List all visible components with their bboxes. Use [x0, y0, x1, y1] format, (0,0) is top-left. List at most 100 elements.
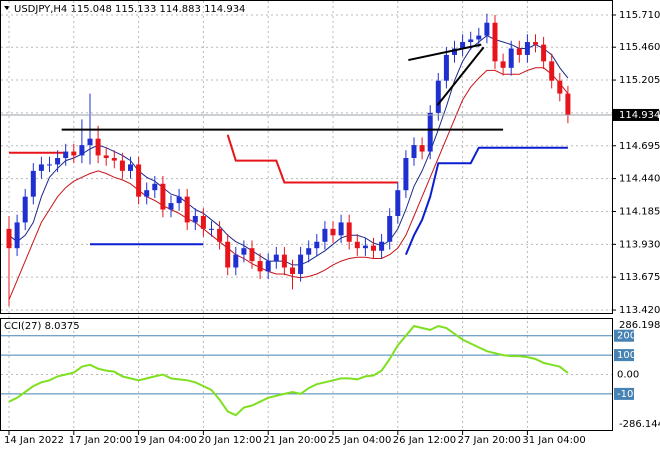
- indicator-line: [8, 67, 569, 300]
- candle-body: [500, 61, 506, 68]
- candle-body: [95, 138, 101, 156]
- candle-body: [217, 228, 223, 242]
- candle-body: [176, 196, 182, 204]
- y-tick-label: 114.185: [619, 206, 660, 217]
- y-tick-label: 100: [617, 350, 636, 361]
- candle-body: [184, 196, 190, 223]
- candle-body: [290, 267, 295, 274]
- candle-body: [87, 138, 93, 146]
- candle-body: [387, 215, 393, 242]
- candle-body: [379, 241, 385, 251]
- candle-body: [322, 228, 328, 242]
- level-tag: [614, 329, 634, 342]
- candle-body: [362, 245, 368, 249]
- candle-body: [468, 39, 474, 43]
- candle-body: [144, 190, 150, 197]
- price-tag: [613, 108, 659, 121]
- y-limit-label: 286.1983: [619, 320, 660, 331]
- candle-body: [160, 183, 166, 210]
- candle-body: [403, 158, 409, 191]
- candle-body: [103, 155, 109, 158]
- candle-body: [71, 151, 77, 156]
- y-limit-label: -286.1448: [619, 419, 660, 430]
- indicator-line: [90, 146, 568, 255]
- candle-body: [79, 145, 85, 156]
- y-tick-label: 115.710: [619, 10, 660, 21]
- cci-pane: [0, 318, 613, 431]
- candle-body: [38, 164, 44, 171]
- candle-body: [128, 164, 133, 171]
- y-tick-label: 115.205: [619, 75, 660, 86]
- candle-body: [6, 228, 12, 249]
- candle-body: [152, 183, 158, 191]
- candle-body: [136, 164, 142, 197]
- candle-body: [55, 158, 61, 165]
- x-tick-label: 25 Jan 04:00: [328, 435, 391, 446]
- candle-body: [354, 241, 360, 249]
- indicator-line: [9, 134, 398, 184]
- candle-body: [346, 222, 352, 242]
- x-tick-label: 21 Jan 20:00: [263, 435, 326, 446]
- level-tag: [614, 387, 634, 400]
- candle-body: [492, 22, 498, 62]
- candle-body: [63, 151, 69, 158]
- candle-body: [565, 93, 571, 116]
- candle-body: [452, 48, 457, 55]
- candle-body: [508, 48, 514, 68]
- main-pane: [0, 0, 613, 314]
- candle-body: [533, 42, 538, 45]
- x-tick-label: 19 Jan 04:00: [134, 435, 197, 446]
- candle-body: [541, 44, 547, 62]
- indicator-line: [8, 35, 569, 266]
- x-tick-label: 26 Jan 12:00: [393, 435, 456, 446]
- candle-body: [30, 170, 36, 197]
- y-tick-label: 113.930: [619, 239, 660, 250]
- candle-body: [168, 203, 174, 210]
- candle-body: [281, 254, 287, 268]
- candle-body: [460, 42, 466, 49]
- x-tick-label: 20 Jan 12:00: [198, 435, 261, 446]
- candle-body: [233, 254, 239, 268]
- candle-body: [119, 160, 125, 171]
- cci-line: [8, 324, 569, 417]
- candle-body: [484, 22, 490, 36]
- candle-body: [273, 254, 279, 262]
- candle-body: [111, 158, 117, 161]
- candle-body: [338, 222, 344, 236]
- trend-line: [436, 46, 485, 106]
- y-tick-label: 200: [617, 331, 636, 342]
- candle-body: [200, 215, 206, 229]
- candle-body: [241, 248, 247, 255]
- y-tick-label: -100: [617, 389, 640, 400]
- cci-title: CCI(27) 8.0375: [4, 321, 80, 332]
- y-tick-label: 113.675: [619, 272, 660, 283]
- x-tick-label: 27 Jan 20:00: [458, 435, 521, 446]
- y-tick-label: 114.440: [619, 174, 660, 185]
- candle-body: [443, 54, 449, 81]
- candle-body: [314, 241, 320, 249]
- candle-body: [419, 145, 425, 152]
- candle-body: [330, 228, 336, 236]
- candle-body: [47, 164, 52, 166]
- candle-body: [225, 241, 231, 268]
- x-tick-label: 14 Jan 2022: [4, 435, 64, 446]
- x-tick-label: 17 Jan 20:00: [69, 435, 132, 446]
- chart-title: USDJPY,H4 115.048 115.133 114.883 114.93…: [14, 4, 245, 15]
- y-tick-label: 114.695: [619, 141, 660, 152]
- x-tick-label: 31 Jan 04:00: [522, 435, 585, 446]
- candle-body: [209, 228, 214, 230]
- y-tick-label: 0.00: [617, 370, 639, 381]
- trend-line: [408, 43, 482, 62]
- candle-body: [411, 145, 417, 158]
- candle-body: [524, 42, 530, 55]
- candle-body: [192, 215, 198, 223]
- candle-body: [395, 190, 401, 216]
- candle-body: [257, 261, 263, 272]
- candle-body: [427, 112, 433, 152]
- price-tag-label: 114.934: [619, 110, 660, 121]
- candle-body: [14, 222, 20, 249]
- candle-body: [549, 61, 555, 81]
- candle-body: [371, 245, 376, 251]
- candle-body: [22, 196, 28, 223]
